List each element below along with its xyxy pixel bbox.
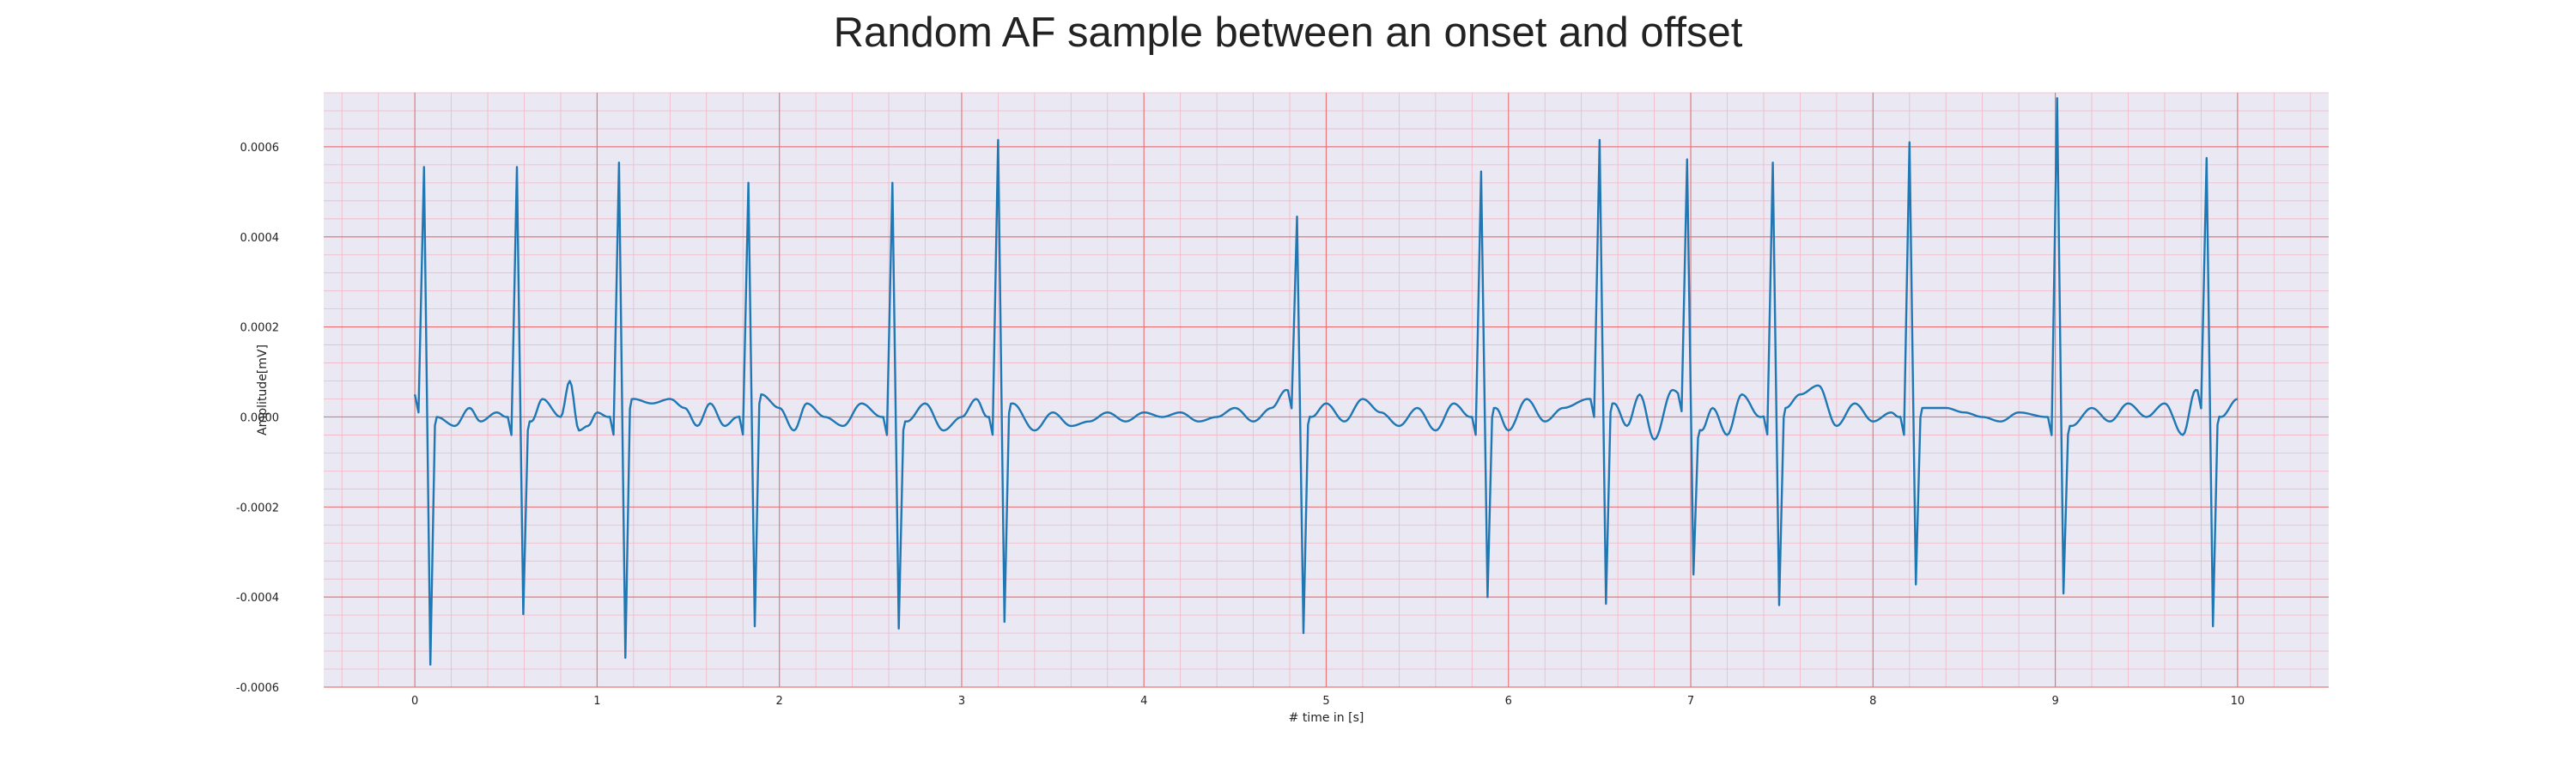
y-tick-label: -0.0002	[236, 502, 279, 514]
x-tick-label: 5	[1322, 695, 1329, 708]
x-tick-label: 3	[958, 695, 965, 708]
y-axis-label: Amplitude[mV]	[256, 344, 270, 435]
x-tick-label: 2	[776, 695, 783, 708]
major-grid	[324, 93, 2329, 688]
y-tick-label: -0.0004	[236, 592, 279, 605]
ecg-signal-line	[413, 97, 2239, 666]
y-tick-label: 0.0002	[240, 322, 280, 335]
x-tick-label: 4	[1140, 695, 1147, 708]
x-tick-labels: 0 1 2 3 4 5 6 7 8 9 10	[411, 695, 2245, 708]
y-tick-label: -0.0006	[236, 682, 279, 695]
chart-title: Random AF sample between an onset and of…	[833, 9, 1743, 56]
x-tick-label: 0	[411, 695, 418, 708]
y-tick-label: 0.0004	[240, 232, 280, 245]
y-tick-label: 0.0000	[240, 411, 280, 424]
y-tick-labels: -0.0006 -0.0004 -0.0002 0.0000 0.0002 0.0004 0…	[236, 142, 279, 695]
x-tick-label: 7	[1687, 695, 1694, 708]
x-tick-label: 6	[1505, 695, 1512, 708]
y-tick-label: 0.0006	[240, 142, 280, 155]
x-axis-label: # time in [s]	[1289, 711, 1364, 725]
x-tick-label: 8	[1869, 695, 1876, 708]
x-tick-label: 10	[2231, 695, 2245, 708]
x-tick-label: 9	[2051, 695, 2058, 708]
x-tick-label: 1	[593, 695, 600, 708]
